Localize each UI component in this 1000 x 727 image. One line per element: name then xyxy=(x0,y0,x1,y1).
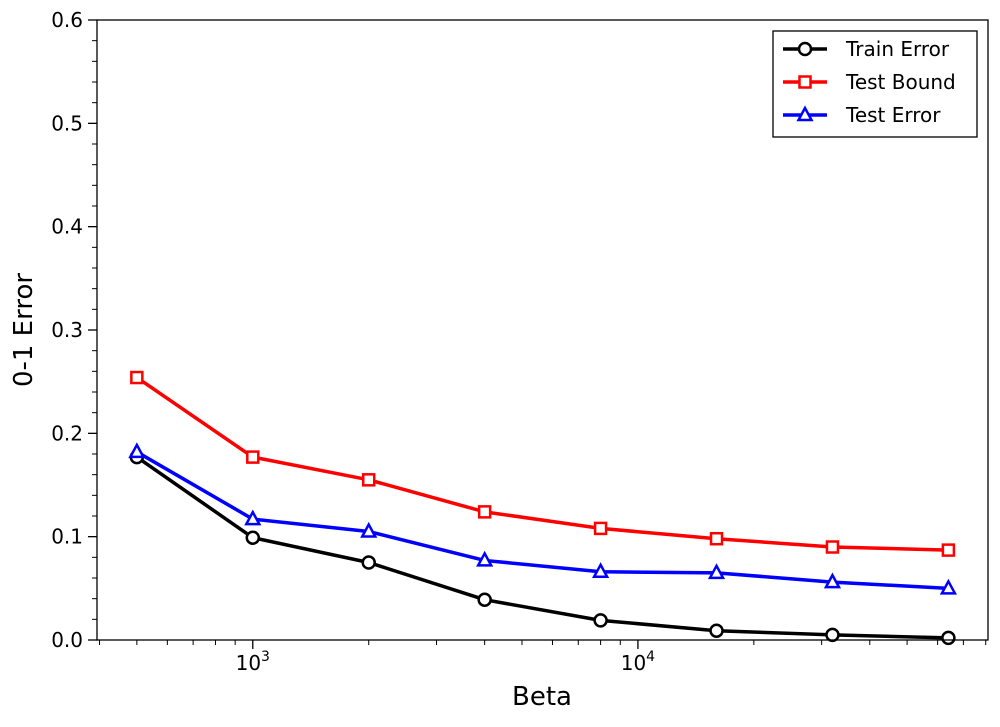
legend-entry: Train Error xyxy=(783,37,950,61)
y-tick-label: 0.6 xyxy=(51,8,83,32)
y-tick-label: 0.3 xyxy=(51,318,83,342)
circle-marker xyxy=(361,555,376,570)
circle-marker xyxy=(797,41,813,57)
y-tick-label: 0.0 xyxy=(51,628,83,652)
square-marker xyxy=(593,521,608,536)
circle-marker xyxy=(593,613,608,628)
x-tick-label: 103 xyxy=(236,649,270,675)
y-tick-label: 0.4 xyxy=(51,215,83,239)
circle-marker xyxy=(709,623,724,638)
triangle-marker xyxy=(707,563,726,580)
y-tick-label: 0.2 xyxy=(51,421,83,445)
y-tick-label: 0.1 xyxy=(51,525,83,549)
triangle-marker xyxy=(939,578,957,595)
square-marker xyxy=(246,450,260,464)
triangle-marker xyxy=(476,550,494,567)
legend-entry: Test Error xyxy=(783,103,941,127)
triangle-marker xyxy=(823,572,842,589)
series-line xyxy=(135,450,949,591)
series-train-error xyxy=(129,449,956,646)
square-marker xyxy=(709,531,724,546)
legend: Train Error Test Bound Test Error xyxy=(772,30,978,138)
circle-marker xyxy=(245,530,261,545)
series-line xyxy=(135,455,949,640)
triangle-marker xyxy=(128,442,146,459)
square-marker xyxy=(941,543,956,557)
axes: 0.0 0.1 0.2 0.3 0.4 0.5 0.6 103 104 xyxy=(51,8,987,675)
square-marker xyxy=(798,75,812,89)
circle-marker xyxy=(941,630,956,646)
triangle-marker xyxy=(796,105,814,122)
series-line xyxy=(135,376,949,552)
triangle-marker xyxy=(360,521,378,538)
x-axis-label: Beta xyxy=(512,682,572,712)
series-test-bound xyxy=(130,370,956,557)
triangle-marker xyxy=(244,509,262,526)
plot-marks xyxy=(128,370,957,646)
square-marker xyxy=(825,540,840,554)
legend-label: Train Error xyxy=(845,37,950,61)
x-tick-label: 104 xyxy=(621,649,655,675)
y-axis-label: 0-1 Error xyxy=(9,273,39,387)
series-test-error xyxy=(128,442,957,595)
triangle-marker xyxy=(591,562,610,579)
square-marker xyxy=(477,505,492,519)
square-marker xyxy=(130,370,144,385)
y-tick-label: 0.5 xyxy=(51,111,83,135)
square-marker xyxy=(361,473,376,487)
circle-marker xyxy=(825,627,840,643)
legend-label: Test Error xyxy=(845,103,941,127)
legend-entry: Test Bound xyxy=(783,70,956,94)
circle-marker xyxy=(477,592,492,607)
legend-label: Test Bound xyxy=(845,70,956,94)
